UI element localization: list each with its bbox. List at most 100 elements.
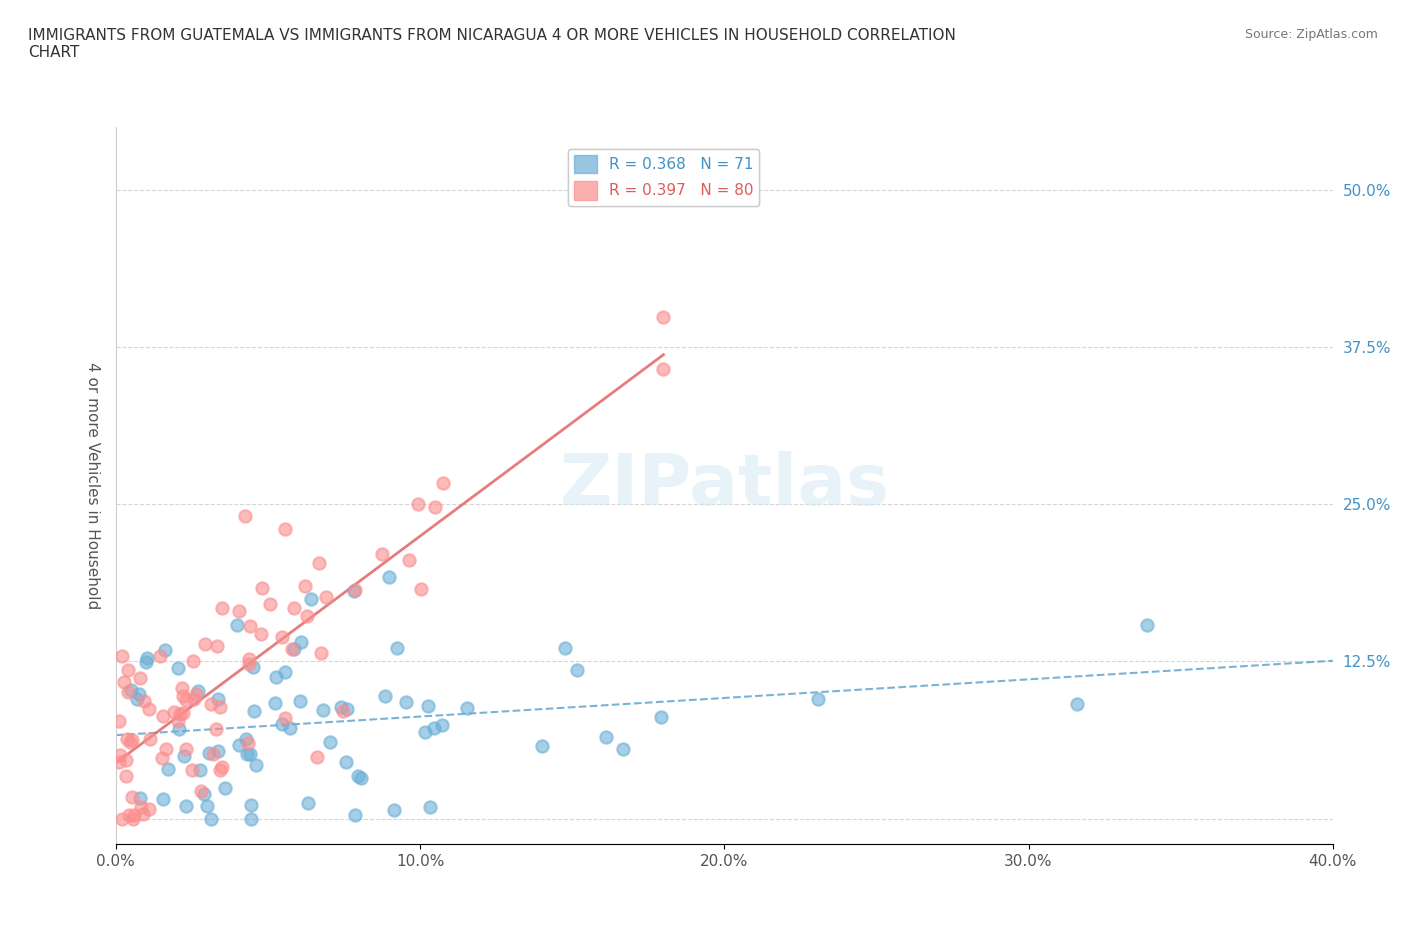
Point bbox=[200, 811, 222, 826]
Point bbox=[228, 604, 250, 618]
Point bbox=[239, 746, 262, 761]
Point bbox=[228, 737, 250, 752]
Point bbox=[250, 627, 273, 642]
Point bbox=[240, 798, 263, 813]
Y-axis label: 4 or more Vehicles in Household: 4 or more Vehicles in Household bbox=[86, 362, 100, 609]
Point bbox=[290, 693, 312, 708]
Point bbox=[111, 648, 134, 663]
Point bbox=[347, 769, 370, 784]
Point bbox=[430, 718, 453, 733]
Point bbox=[135, 655, 157, 670]
Point bbox=[343, 583, 366, 598]
Point bbox=[180, 763, 202, 777]
Point bbox=[343, 582, 366, 597]
Point bbox=[118, 807, 141, 822]
Point bbox=[595, 729, 617, 744]
Point bbox=[108, 748, 131, 763]
Point bbox=[278, 720, 301, 735]
Point bbox=[120, 683, 142, 698]
Point bbox=[190, 763, 212, 777]
Point bbox=[153, 643, 176, 658]
Point bbox=[174, 742, 197, 757]
Point bbox=[200, 697, 222, 711]
Point bbox=[195, 798, 218, 813]
Point bbox=[211, 759, 233, 774]
Point bbox=[184, 686, 207, 701]
Point bbox=[115, 732, 138, 747]
Point bbox=[235, 732, 257, 747]
Point bbox=[129, 671, 152, 685]
Text: Source: ZipAtlas.com: Source: ZipAtlas.com bbox=[1244, 28, 1378, 41]
Point bbox=[409, 581, 432, 596]
Point bbox=[181, 653, 204, 668]
Point bbox=[238, 657, 260, 671]
Point bbox=[271, 630, 294, 644]
Point bbox=[167, 660, 190, 675]
Point bbox=[295, 608, 318, 623]
Point bbox=[117, 663, 139, 678]
Point bbox=[115, 752, 138, 767]
Point bbox=[329, 699, 352, 714]
Point bbox=[238, 651, 260, 666]
Point bbox=[207, 639, 229, 654]
Point bbox=[129, 800, 152, 815]
Point bbox=[652, 310, 675, 325]
Point bbox=[202, 747, 225, 762]
Point bbox=[121, 790, 143, 804]
Point bbox=[108, 755, 131, 770]
Point bbox=[398, 553, 420, 568]
Point bbox=[554, 641, 576, 656]
Point bbox=[422, 720, 444, 735]
Point bbox=[530, 738, 553, 753]
Point bbox=[305, 750, 328, 764]
Point bbox=[565, 662, 588, 677]
Point bbox=[138, 731, 160, 746]
Point bbox=[136, 650, 159, 665]
Point bbox=[115, 769, 138, 784]
Point bbox=[274, 522, 297, 537]
Point bbox=[1066, 697, 1088, 711]
Point bbox=[309, 645, 332, 660]
Point bbox=[169, 706, 191, 721]
Point bbox=[612, 741, 634, 756]
Point bbox=[173, 749, 195, 764]
Point bbox=[343, 808, 366, 823]
Point bbox=[112, 674, 135, 689]
Point bbox=[243, 704, 266, 719]
Point bbox=[281, 642, 304, 657]
Point bbox=[236, 747, 259, 762]
Point bbox=[174, 799, 197, 814]
Point bbox=[194, 637, 217, 652]
Point bbox=[336, 702, 359, 717]
Point bbox=[233, 509, 256, 524]
Point bbox=[315, 590, 337, 604]
Point bbox=[259, 597, 281, 612]
Text: IMMIGRANTS FROM GUATEMALA VS IMMIGRANTS FROM NICARAGUA 4 OR MORE VEHICLES IN HOU: IMMIGRANTS FROM GUATEMALA VS IMMIGRANTS … bbox=[28, 28, 956, 60]
Point bbox=[371, 547, 394, 562]
Point bbox=[290, 634, 312, 649]
Point bbox=[650, 710, 672, 724]
Point bbox=[128, 686, 150, 701]
Point bbox=[408, 497, 430, 512]
Point bbox=[332, 704, 354, 719]
Point bbox=[456, 701, 478, 716]
Point bbox=[150, 751, 173, 765]
Legend: R = 0.368   N = 71, R = 0.397   N = 80: R = 0.368 N = 71, R = 0.397 N = 80 bbox=[568, 149, 759, 206]
Point bbox=[155, 742, 177, 757]
Point bbox=[226, 618, 249, 632]
Point bbox=[297, 795, 319, 810]
Point bbox=[416, 698, 439, 713]
Point bbox=[335, 755, 357, 770]
Point bbox=[236, 736, 259, 751]
Point bbox=[138, 701, 160, 716]
Point bbox=[172, 689, 194, 704]
Point bbox=[207, 692, 229, 707]
Point bbox=[170, 680, 193, 695]
Point bbox=[419, 799, 441, 814]
Point bbox=[132, 806, 155, 821]
Point bbox=[190, 784, 212, 799]
Point bbox=[163, 705, 186, 720]
Point bbox=[283, 601, 305, 616]
Point bbox=[152, 792, 174, 807]
Point bbox=[129, 790, 152, 805]
